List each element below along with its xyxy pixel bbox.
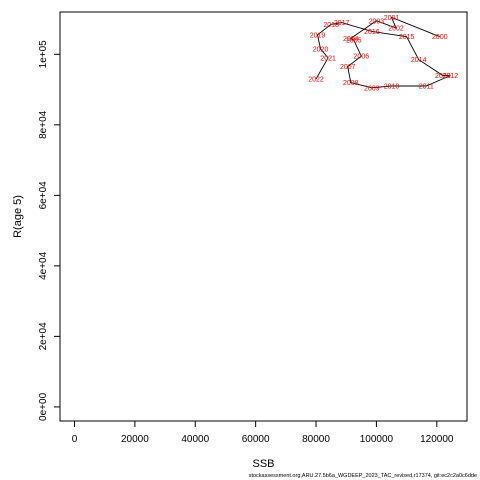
plot-frame xyxy=(59,11,468,422)
x-tick-label: 60000 xyxy=(242,434,270,445)
y-tick-label: 1e+05 xyxy=(38,40,49,69)
y-tick-label: 2e+04 xyxy=(38,322,49,351)
point-labels: 2000200120022003200420052006200720082009… xyxy=(308,15,458,93)
x-tick-label: 0 xyxy=(72,434,78,445)
point-label-2012: 2012 xyxy=(443,73,459,80)
x-tick-label: 80000 xyxy=(302,434,330,445)
point-label-2004: 2004 xyxy=(343,36,359,43)
x-tick-label: 100000 xyxy=(360,434,394,445)
y-axis-title: R(age 5) xyxy=(12,195,24,238)
y-tick-label: 0e+00 xyxy=(38,392,49,421)
y-tick-label: 8e+04 xyxy=(38,110,49,139)
point-label-2020: 2020 xyxy=(313,47,329,54)
y-tick-label: 6e+04 xyxy=(38,181,49,210)
point-label-2018: 2018 xyxy=(323,22,339,29)
x-tick-label: 40000 xyxy=(181,434,209,445)
point-label-2014: 2014 xyxy=(411,57,427,64)
point-label-2010: 2010 xyxy=(384,84,400,91)
x-axis-title: SSB xyxy=(252,458,274,470)
point-label-2015: 2015 xyxy=(399,34,415,41)
point-label-2009: 2009 xyxy=(364,85,380,92)
y-tick-label: 4e+04 xyxy=(38,251,49,280)
point-label-2011: 2011 xyxy=(419,84,434,91)
point-label-2019: 2019 xyxy=(310,32,326,39)
x-axis: 0 20000 40000 60000 80000 100000 120000 xyxy=(72,420,454,445)
point-label-2021: 2021 xyxy=(320,55,336,62)
footer-source: stockassessment.org,ARU.27.5b6a_WGDEEP_2… xyxy=(249,473,477,479)
point-label-2001: 2001 xyxy=(384,15,400,22)
point-label-2008: 2008 xyxy=(343,80,359,87)
series-path xyxy=(315,16,451,89)
point-label-2017: 2017 xyxy=(334,20,350,27)
point-label-2003: 2003 xyxy=(369,18,385,25)
point-label-2007: 2007 xyxy=(340,64,356,71)
point-label-2016: 2016 xyxy=(364,29,380,36)
x-tick-label: 120000 xyxy=(420,434,454,445)
point-label-2006: 2006 xyxy=(354,54,370,61)
point-label-2002: 2002 xyxy=(388,25,404,32)
point-label-2000: 2000 xyxy=(432,34,448,41)
point-label-2013: 2013 xyxy=(435,73,451,80)
point-label-2005: 2005 xyxy=(346,38,362,45)
y-axis: 0e+00 2e+04 4e+04 6e+04 8e+04 1e+05 xyxy=(38,40,61,421)
x-tick-label: 20000 xyxy=(121,434,149,445)
series-line xyxy=(315,16,451,89)
point-label-2022: 2022 xyxy=(308,76,324,83)
